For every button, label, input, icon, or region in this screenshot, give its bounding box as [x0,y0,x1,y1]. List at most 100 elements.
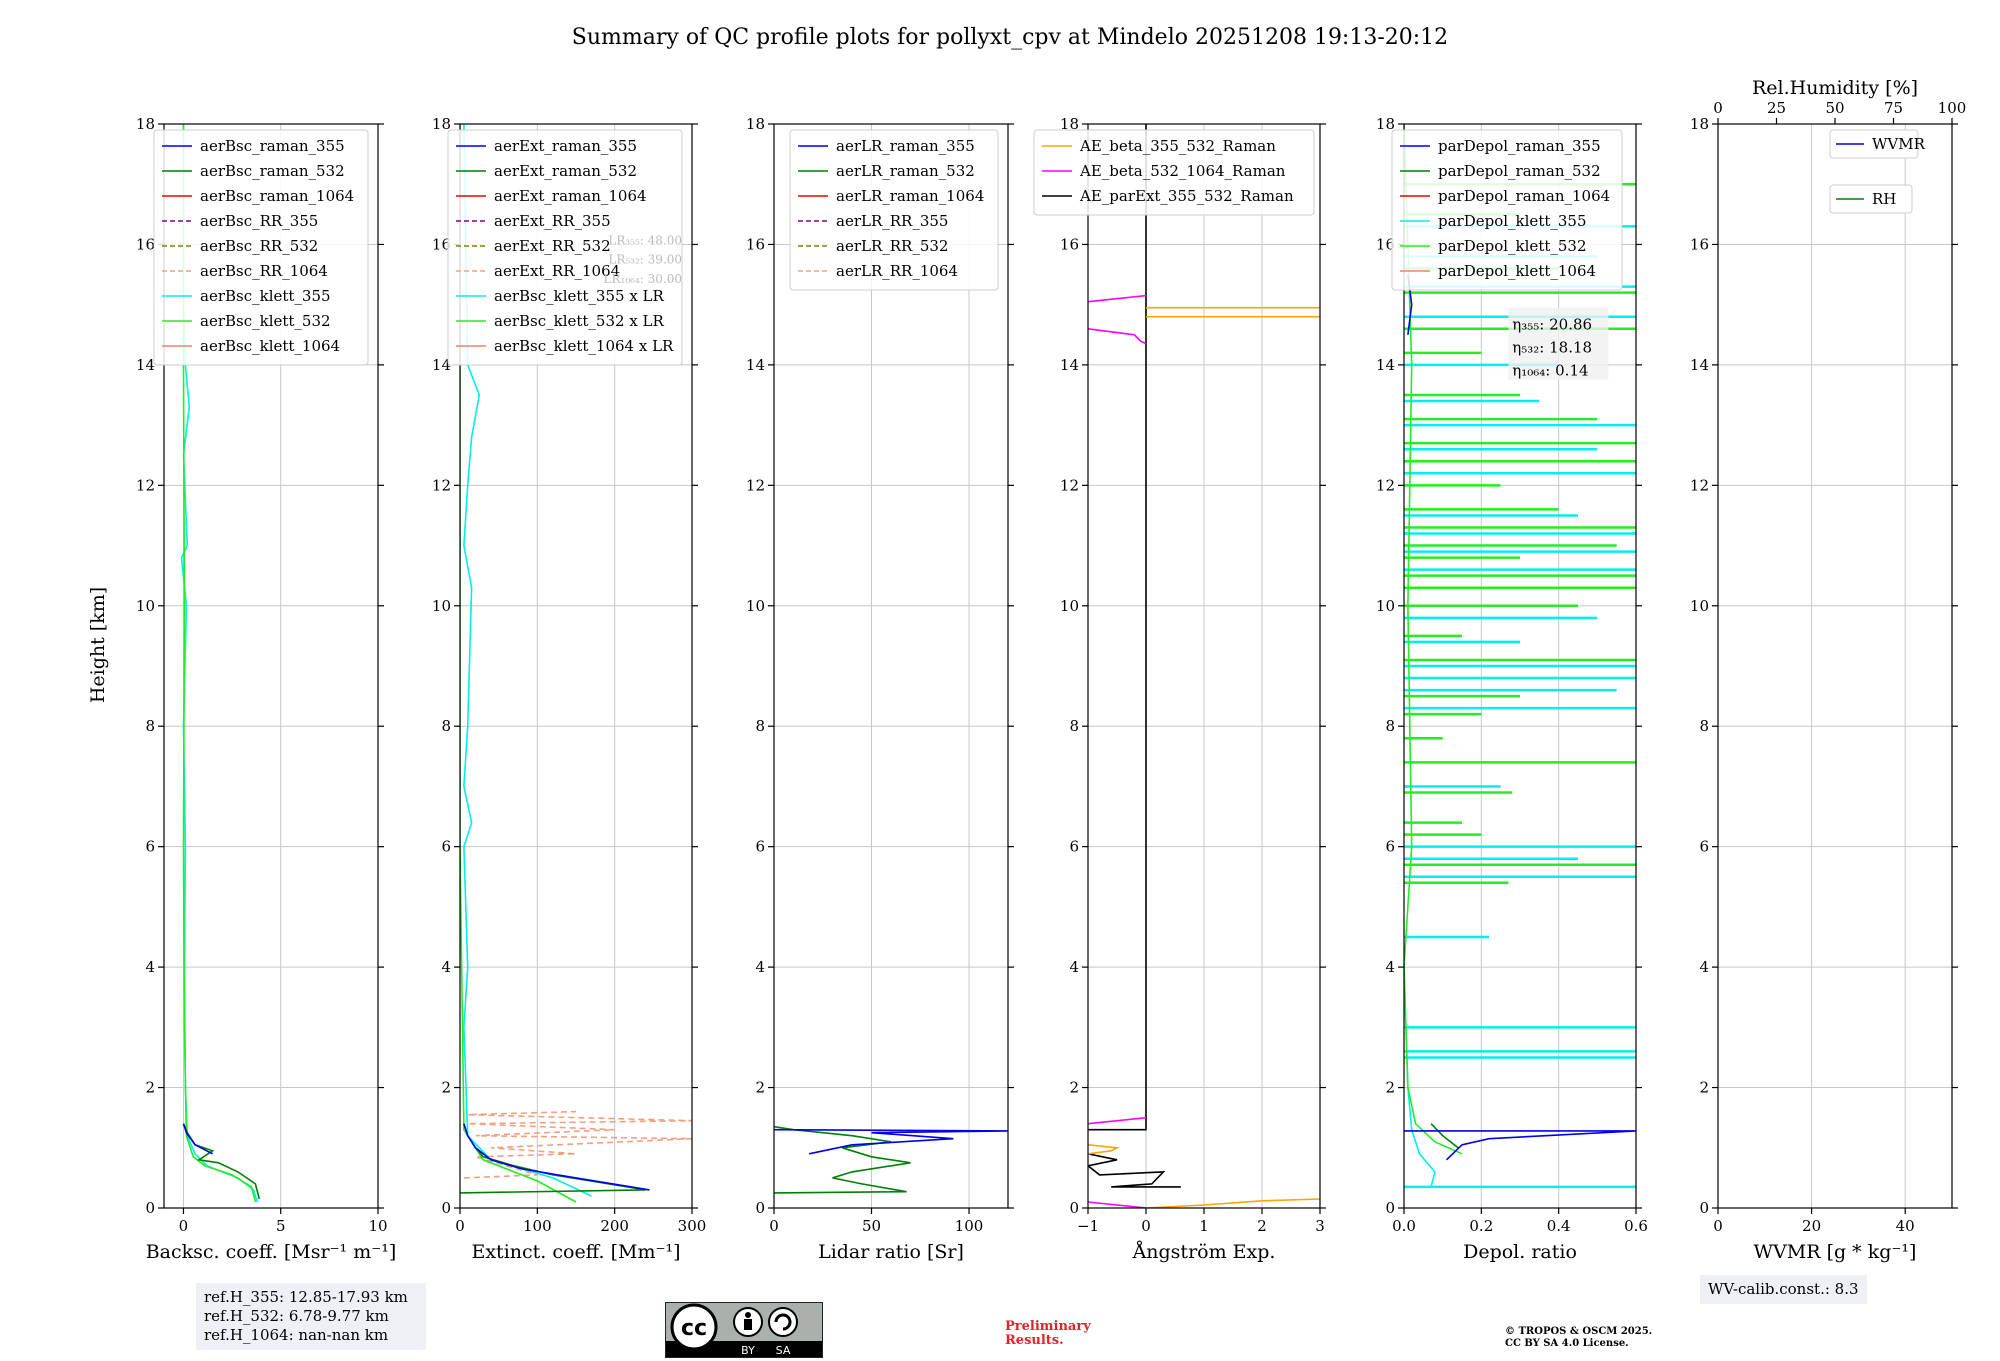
x-tick-label-ae: 1 [1199,1217,1209,1235]
legend-label-bsc: aerBsc_raman_532 [200,162,345,180]
plot-area-lr [774,1125,1008,1194]
series-line-AE_parExt_355_532_Raman [1088,124,1147,1131]
y-tick-label-dep: 18 [1376,115,1395,133]
y-tick-label-ext: 4 [441,958,451,976]
y-tick-label-wv: 4 [1699,958,1709,976]
x-tick-label-dep: 0.0 [1392,1217,1416,1235]
legend-label-lr: aerLR_raman_355 [836,137,975,155]
x-tick-label-bsc: 5 [276,1217,286,1235]
y-tick-label-ae: 18 [1060,115,1079,133]
x-tick-label-wv: 40 [1896,1217,1915,1235]
y-tick-label-bsc: 14 [136,356,155,374]
x-tick-label-wv: 0 [1713,1217,1723,1235]
panel-ext: 0 2 4 6 8 10 12 14 16 18 0 100 200 300 Extinct. coeff.… [432,115,706,1263]
y-tick-label-bsc: 2 [145,1079,155,1097]
eta-annotation: η₁₀₆₄: 0.14 [1512,362,1588,380]
y-tick-label-dep: 4 [1385,958,1395,976]
series-line-aerBsc_klett_532 [182,124,257,1203]
top-x-tick-label: 75 [1884,99,1903,117]
y-tick-label-ext: 10 [432,597,451,615]
axes-frame-wv [1717,123,1953,1209]
y-tick-label-dep: 10 [1376,597,1395,615]
series-line-AE_parExt_355_532_Raman_low [1088,1153,1181,1188]
x-tick-label-ae: 2 [1257,1217,1267,1235]
series-line-parDepol_klett_355 [1404,967,1520,1188]
legend-box-dep [1391,129,1623,291]
top-x-tick-label: 25 [1767,99,1786,117]
preliminary-line-1: Preliminary [1005,1319,1091,1334]
y-tick-label-wv: 12 [1690,476,1709,494]
y-tick-label-dep: 0 [1385,1199,1395,1217]
y-tick-label-dep: 14 [1376,356,1395,374]
axes-frame-dep [1403,123,1637,1209]
lidar-ratio-annotation: LR₁₀₆₄: 30.00 [604,272,682,286]
y-tick-label-ae: 4 [1069,958,1079,976]
y-tick-label-lr: 16 [746,235,765,253]
legend-label-bsc: aerBsc_klett_532 [200,312,331,330]
y-tick-label-lr: 10 [746,597,765,615]
y-tick-label-ext: 14 [432,356,451,374]
x-tick-label-dep: 0.6 [1624,1217,1648,1235]
x-tick-label-ext: 0 [455,1217,465,1235]
y-tick-label-bsc: 6 [145,838,155,856]
legend-box-lr [789,129,999,291]
legend-label-bsc: aerBsc_RR_1064 [200,262,328,280]
series-line-aerBsc_raman_532 [182,1123,261,1200]
x-tick-label-lr: 50 [862,1217,881,1235]
y-tick-label-dep: 8 [1385,717,1395,735]
series-line-parDepol_klett_532 [1404,124,1463,1155]
legend-label-dep: parDepol_klett_1064 [1438,262,1596,280]
x-tick-label-ae: −1 [1077,1217,1099,1235]
y-tick-label-lr: 6 [755,838,765,856]
y-tick-label-wv: 6 [1699,838,1709,856]
y-tick-label-lr: 14 [746,356,765,374]
legend-label-ext: aerExt_RR_532 [494,237,611,255]
cc-sa-label: SA [776,1344,791,1357]
legend-label-ext: aerBsc_klett_532 x LR [494,312,665,330]
y-tick-label-bsc: 4 [145,958,155,976]
y-tick-label-wv: 18 [1690,115,1709,133]
y-tick-label-bsc: 0 [145,1199,155,1217]
series-line-AE_beta_532_1064_Raman_b [1088,328,1147,345]
y-tick-label-bsc: 12 [136,476,155,494]
copyright-note: © TROPOS & OSCM 2025. CC BY SA 4.0 Licen… [1505,1326,1652,1350]
y-tick-label-bsc: 18 [136,115,155,133]
top-x-tick-label: 100 [1938,99,1967,117]
legend-box-ext [447,129,683,366]
top-x-axis-label: Rel.Humidity [%] [1752,77,1918,99]
legend-label-ext: aerExt_raman_355 [494,137,637,155]
y-tick-label-lr: 12 [746,476,765,494]
y-tick-label-bsc: 8 [145,717,155,735]
cc-license-badge: cc BY SA [665,1302,823,1358]
legend-label-dep: parDepol_raman_532 [1438,162,1601,180]
y-tick-label-ae: 16 [1060,235,1079,253]
legend-label-ext: aerBsc_klett_355 x LR [494,287,665,305]
x-tick-label-bsc: 0 [179,1217,189,1235]
x-axis-label-ext: Extinct. coeff. [Mm⁻¹] [471,1241,680,1263]
panel-lr: 0 2 4 6 8 10 12 14 16 18 0 50 100 Lidar ratio [Sr] aer… [746,115,1014,1263]
legend-label-lr: aerLR_RR_355 [836,212,948,230]
y-tick-label-dep: 2 [1385,1079,1395,1097]
y-tick-label-lr: 8 [755,717,765,735]
top-x-tick-label: 50 [1825,99,1844,117]
series-line-AE_beta_355_532_Raman_c [1088,1144,1120,1155]
ref-height-1064: ref.H_1064: nan-nan km [204,1326,389,1344]
legend-label-dep: parDepol_klett_355 [1438,212,1587,230]
y-tick-label-lr: 4 [755,958,765,976]
axes-frame-bsc [163,123,379,1209]
lidar-ratio-annotation: LR₅₃₂: 39.00 [608,253,682,267]
legend-label-dep: parDepol_raman_355 [1438,137,1601,155]
legend-label-lr: aerLR_RR_1064 [836,262,958,280]
legend-box-wv [1829,184,1913,214]
legend-label-ae: AE_parExt_355_532_Raman [1079,187,1294,205]
legend-label-ext: aerExt_RR_355 [494,212,611,230]
panel-bsc: 0 2 4 6 8 10 12 14 16 18 0 5 10 Backsc. coeff. [Msr⁻¹… [136,115,396,1263]
legend-label-ae: AE_beta_532_1064_Raman [1079,162,1286,180]
cc-by-label: BY [741,1344,755,1357]
x-tick-label-ext: 200 [600,1217,629,1235]
legend-box-wv [1829,129,1919,159]
y-tick-label-ext: 0 [441,1199,451,1217]
x-tick-label-dep: 0.2 [1469,1217,1493,1235]
y-tick-label-ae: 12 [1060,476,1079,494]
